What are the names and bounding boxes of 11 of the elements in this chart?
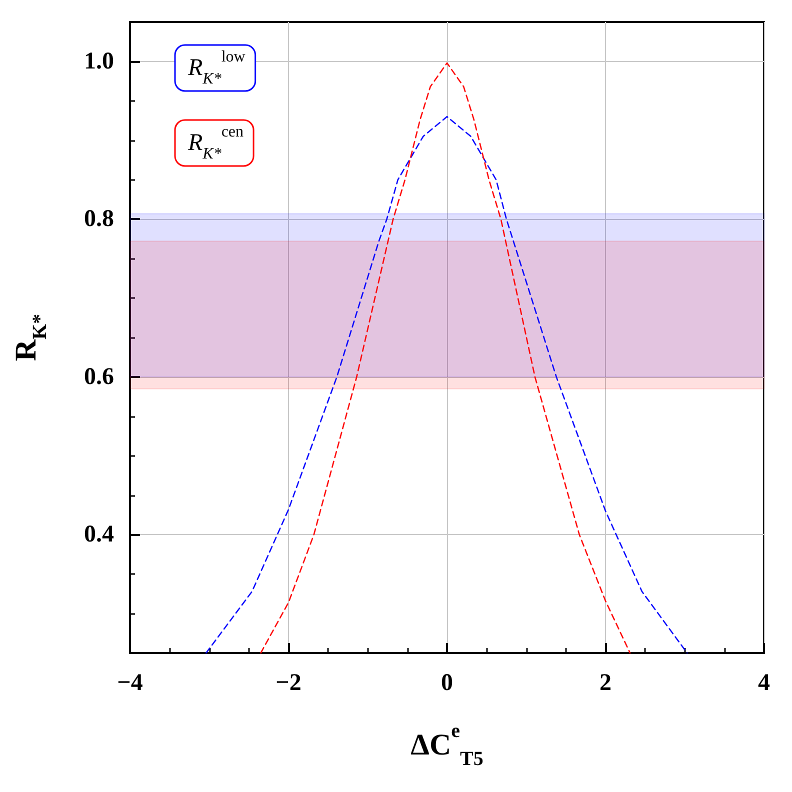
x-tick-label: 0 [441, 670, 453, 696]
x-tick-label: 4 [758, 670, 770, 696]
x-tick-label: −4 [117, 670, 143, 696]
y-tick-label: 0.6 [84, 364, 114, 390]
line-series [260, 62, 631, 654]
y-tick-label: 0.4 [84, 522, 114, 548]
y-tick-label: 1.0 [84, 48, 114, 74]
x-tick-label: −2 [276, 670, 302, 696]
x-tick-label: 2 [600, 670, 612, 696]
y-axis-title: RK* [10, 314, 51, 362]
y-tick-label: 0.8 [84, 206, 114, 232]
